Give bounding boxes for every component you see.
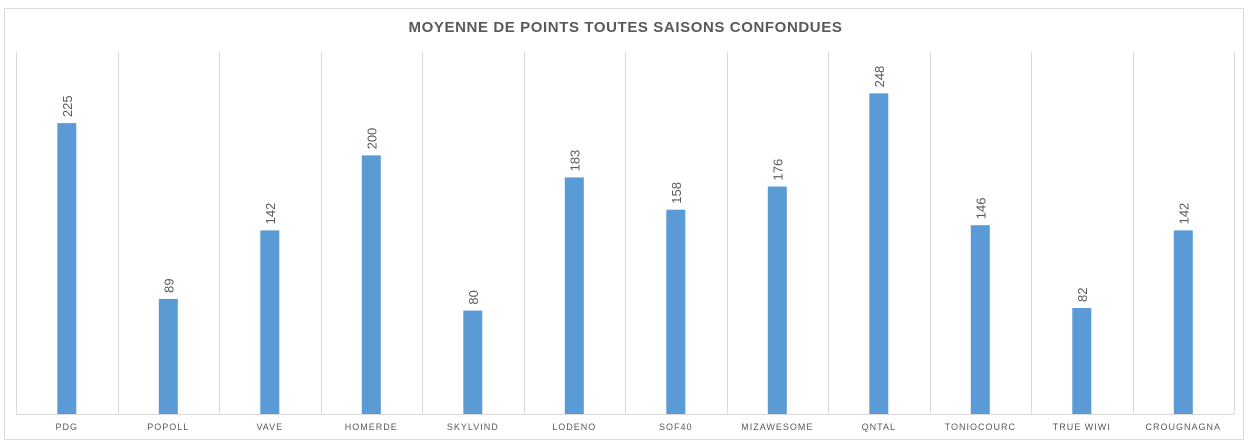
bar [463,310,483,414]
x-tick-label: HOMERDE [345,422,398,432]
data-label: 248 [872,66,887,88]
chart-frame [4,8,1244,440]
data-label: 183 [567,150,582,172]
bar [1072,308,1092,414]
x-tick-label: SKYLVIND [447,422,499,432]
x-tick-label: TONIOCOURC [945,422,1016,432]
data-label: 225 [60,95,75,117]
bar [1173,230,1193,414]
data-label: 142 [1176,203,1191,225]
x-tick-label: VAVE [256,422,283,432]
data-label: 158 [669,182,684,204]
bar [361,155,381,414]
x-tick-label: QNTAL [862,422,896,432]
data-label: 142 [263,203,278,225]
data-label: 80 [466,290,481,304]
data-label: 176 [770,159,785,181]
x-tick-label: POPOLL [147,422,189,432]
data-label: 82 [1075,288,1090,302]
bar [260,230,280,414]
bar [869,93,889,415]
x-tick-label: CROUGNAGNA [1146,422,1222,432]
x-tick-label: SOF40 [659,422,693,432]
bar [970,225,990,414]
chart-title: MOYENNE DE POINTS TOUTES SAISONS CONFOND… [408,19,843,36]
bar [158,298,178,414]
data-label: 89 [161,278,176,292]
bar [57,123,77,414]
x-tick-label: PDG [56,422,79,432]
bar [666,209,686,414]
data-label: 200 [364,128,379,150]
x-tick-label: TRUE WIWI [1053,422,1111,432]
x-tick-label: MIZAWESOME [741,422,813,432]
bar [564,177,584,414]
x-tick-label: LODENO [552,422,596,432]
data-label: 146 [973,197,988,219]
bar [767,186,787,414]
